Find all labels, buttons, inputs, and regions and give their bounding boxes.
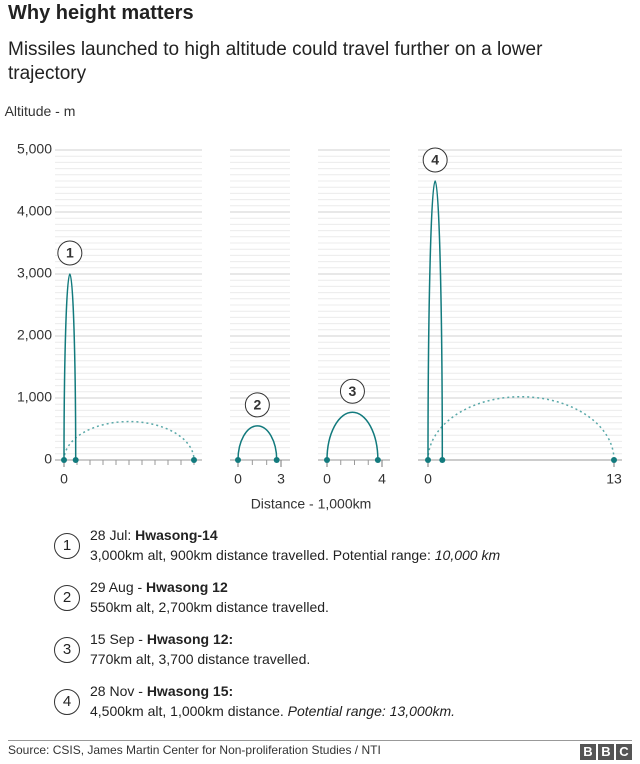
y-axis-label: Altitude - m	[4, 103, 76, 119]
potential-landing	[611, 457, 617, 463]
note-marker: 2	[54, 585, 80, 611]
x-tick-label: 3	[277, 471, 285, 487]
y-tick-label: 3,000	[17, 265, 52, 281]
launch-point	[324, 457, 330, 463]
y-tick-label: 0	[44, 451, 52, 467]
landing-point	[439, 457, 446, 463]
marker-label: 2	[253, 397, 261, 413]
potential-landing	[191, 457, 197, 463]
x-tick-label: 0	[424, 471, 432, 487]
marker-circle	[339, 378, 365, 404]
logo-letter: B	[598, 744, 614, 760]
note-date: 28 Nov -	[90, 683, 143, 699]
trajectory	[427, 180, 444, 461]
note-marker: 3	[54, 637, 80, 663]
x-tick-label: 0	[234, 471, 242, 487]
note-text: 29 Aug - Hwasong 12 550km alt, 2,700km di…	[90, 577, 329, 617]
note: 2 29 Aug - Hwasong 12 550km alt, 2,700km d…	[54, 577, 634, 625]
note-date: 29 Aug -	[90, 579, 143, 595]
note-detail-italic: 10,000 km	[434, 547, 501, 563]
note-detail: 770km alt, 3,700 distance travelled.	[90, 651, 311, 667]
x-tick-label: 13	[606, 471, 622, 487]
note-name: Hwasong 15:	[146, 683, 234, 699]
potential-trajectory	[63, 420, 195, 461]
launch-point	[61, 457, 67, 463]
landing-point	[72, 457, 79, 463]
marker-label: 3	[349, 383, 357, 399]
marker-circle	[422, 147, 448, 173]
x-tick-label: 4	[378, 471, 386, 487]
note-date: 28 Jul:	[90, 527, 132, 543]
note: 1 28 Jul: Hwasong-14 3,000km alt, 900km di…	[54, 525, 634, 573]
landing-point	[374, 457, 381, 463]
marker-circle	[244, 392, 270, 418]
note-detail: 3,000km alt, 900km distance travelled. P…	[90, 547, 431, 563]
subtitle: Missiles launched to high altitude could…	[8, 39, 543, 84]
marker-label: 1	[66, 245, 74, 261]
marker-label: 4	[431, 152, 439, 168]
logo-letter: C	[616, 744, 632, 760]
trajectory	[326, 411, 379, 461]
trajectory	[237, 425, 278, 461]
note-marker: 1	[54, 533, 80, 559]
note: 4 28 Nov - Hwasong 15: 4,500km alt, 1,000k…	[54, 681, 634, 729]
y-tick-label: 1,000	[17, 389, 52, 405]
x-tick-label: 0	[323, 471, 331, 487]
y-tick-label: 5,000	[17, 141, 52, 157]
note-text: 15 Sep - Hwasong 12: 770km alt, 3,700 dis…	[90, 629, 310, 669]
note-detail-italic: Potential range: 13,000km.	[287, 703, 456, 719]
landing-point	[273, 457, 280, 463]
note-name: Hwasong-14	[135, 527, 218, 543]
note-date: 15 Sep -	[90, 631, 143, 647]
note-text: 28 Jul: Hwasong-14 3,000km alt, 900km dis…	[90, 525, 500, 565]
trajectory	[63, 273, 77, 461]
note-detail: 550km alt, 2,700km distance travelled.	[90, 599, 329, 615]
x-tick-label: 0	[60, 471, 68, 487]
logo-letter: B	[580, 744, 596, 760]
x-axis-label: Distance - 1,000km	[251, 496, 372, 512]
rule	[8, 740, 632, 741]
y-tick-label: 2,000	[17, 327, 52, 343]
note-detail: 4,500km alt, 1,000km distance.	[90, 703, 284, 719]
launch-point	[235, 457, 241, 463]
title: Why height matters	[8, 2, 194, 24]
launch-point	[425, 457, 431, 463]
note: 3 15 Sep - Hwasong 12: 770km alt, 3,700 di…	[54, 629, 634, 677]
note-text: 28 Nov - Hwasong 15: 4,500km alt, 1,000km…	[90, 681, 455, 721]
note-name: Hwasong 12	[146, 579, 228, 595]
source: Source: CSIS, James Martin Center for No…	[8, 743, 381, 757]
potential-trajectory	[427, 396, 615, 461]
y-tick-label: 4,000	[17, 203, 52, 219]
note-name: Hwasong 12:	[146, 631, 234, 647]
marker-circle	[57, 240, 83, 266]
note-marker: 4	[54, 689, 80, 715]
